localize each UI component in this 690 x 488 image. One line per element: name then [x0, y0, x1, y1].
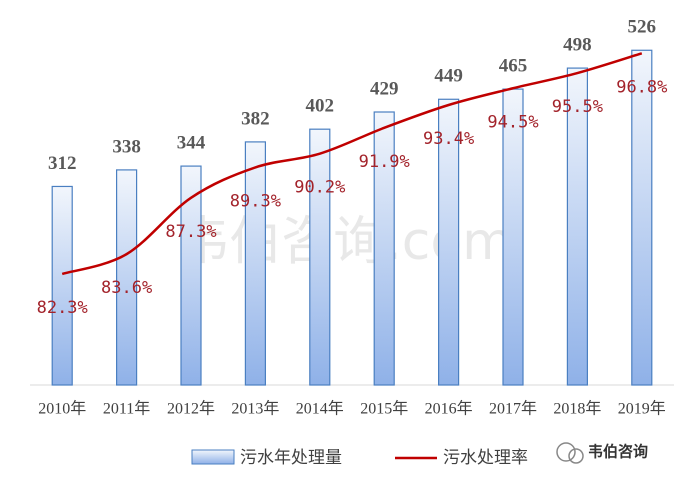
legend-label: 污水年处理量: [240, 448, 342, 468]
brand: 韦伯咨询: [588, 443, 648, 461]
x-tick-label: 2018年: [553, 400, 601, 418]
legend-label: 污水处理率: [443, 448, 528, 468]
bar-value-label: 402: [306, 96, 335, 117]
x-tick-label: 2012年: [167, 400, 215, 418]
rate-label: 82.3%: [37, 298, 88, 318]
rate-label: 91.9%: [359, 152, 410, 172]
bar-value-label: 465: [499, 55, 528, 76]
x-tick-label: 2011年: [103, 400, 150, 418]
bar-value-label: 449: [434, 66, 463, 87]
x-tick-label: 2019年: [618, 400, 666, 418]
bar: [244, 141, 266, 386]
bar: [502, 88, 524, 386]
x-tick-label: 2013年: [231, 400, 279, 418]
bar: [51, 185, 73, 386]
rate-label: 90.2%: [294, 178, 345, 198]
bar-value-label: 338: [112, 136, 141, 157]
x-tick-label: 2017年: [489, 400, 537, 418]
rate-label: 87.3%: [165, 222, 216, 242]
bar: [115, 169, 138, 386]
bar: [309, 128, 331, 386]
rate-line: [61, 52, 643, 276]
bar-value-label: 526: [628, 17, 657, 38]
bar-value-label: 312: [48, 153, 77, 174]
brand-logo: [556, 442, 584, 464]
bar: [438, 98, 460, 386]
bar-value-label: 344: [177, 132, 206, 153]
x-tick-label: 2015年: [360, 400, 408, 418]
x-tick-label: 2010年: [38, 400, 86, 418]
bar-value-label: 429: [370, 78, 399, 99]
rate-label: 93.4%: [423, 129, 474, 149]
rate-label: 83.6%: [101, 278, 152, 298]
watermark: 韦伯咨询.com: [177, 212, 513, 272]
bar: [631, 49, 653, 386]
bar: [566, 67, 589, 386]
rate-label: 89.3%: [230, 191, 281, 211]
bar: [180, 165, 202, 386]
bar-value-label: 382: [241, 108, 270, 129]
rate-label: 96.8%: [616, 77, 667, 97]
bar: [373, 111, 395, 386]
rate-label: 95.5%: [552, 97, 603, 117]
x-tick-label: 2014年: [296, 400, 344, 418]
legend-swatch: [191, 449, 235, 465]
rate-label: 94.5%: [487, 112, 538, 132]
x-tick-label: 2016年: [425, 400, 473, 418]
bar-value-label: 498: [563, 34, 592, 55]
